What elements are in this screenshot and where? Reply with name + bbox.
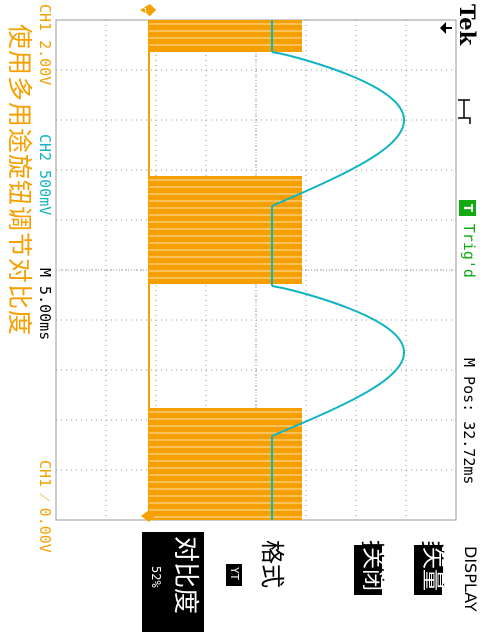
trigger-marker: T: [460, 200, 476, 216]
trigger-status-label: Trig'd: [460, 223, 478, 278]
ch1-burst: [149, 20, 302, 52]
rising-edge-icon: [458, 99, 471, 124]
menu-item-persist-value-box[interactable]: [354, 545, 382, 595]
ch1-ground-marker-icon: 1: [140, 4, 156, 16]
menu-title: DISPLAY: [461, 546, 480, 612]
trigger-position-arrow-icon: [440, 22, 452, 34]
menu-item-type-value-box[interactable]: [414, 545, 442, 595]
ch1-waveform: [148, 20, 302, 520]
ch1-burst: [149, 176, 302, 284]
ch2-waveform: [271, 20, 406, 520]
menu-item-contrast-value[interactable]: 52%: [149, 566, 163, 588]
trigger-readout: CH1 ⁄ 0.00V: [36, 460, 54, 553]
trigger-level-marker-icon: [141, 510, 155, 522]
timebase-readout: M 5.00ms: [36, 268, 54, 341]
ch2-pulse: [271, 51, 406, 207]
position-readout: M Pos: 32.72ms: [460, 358, 478, 485]
ch2-pulse: [271, 285, 406, 437]
menu-item-type-value[interactable]: 矢量: [419, 547, 444, 592]
menu-item-format-value[interactable]: YT: [228, 567, 241, 581]
brand-logo: Tek: [455, 4, 480, 46]
menu-item-persist-value[interactable]: 关闭: [359, 547, 384, 592]
ch1-burst: [149, 408, 302, 520]
menu-item-format-label[interactable]: 格式: [258, 540, 286, 588]
menu-item-contrast-label[interactable]: 对比度: [170, 536, 200, 615]
ch2-scale-readout: CH2 500mV: [36, 134, 54, 216]
hint-text: 使用多用途旋钮调节对比度: [5, 24, 34, 337]
svg-text:1: 1: [143, 7, 148, 16]
menu-item-format-value-box[interactable]: [226, 564, 242, 586]
trigger-status: T Trig'd: [460, 200, 478, 278]
menu-item-contrast-box[interactable]: [142, 532, 204, 632]
ch1-scale-readout: CH1 2.00V: [36, 4, 54, 86]
